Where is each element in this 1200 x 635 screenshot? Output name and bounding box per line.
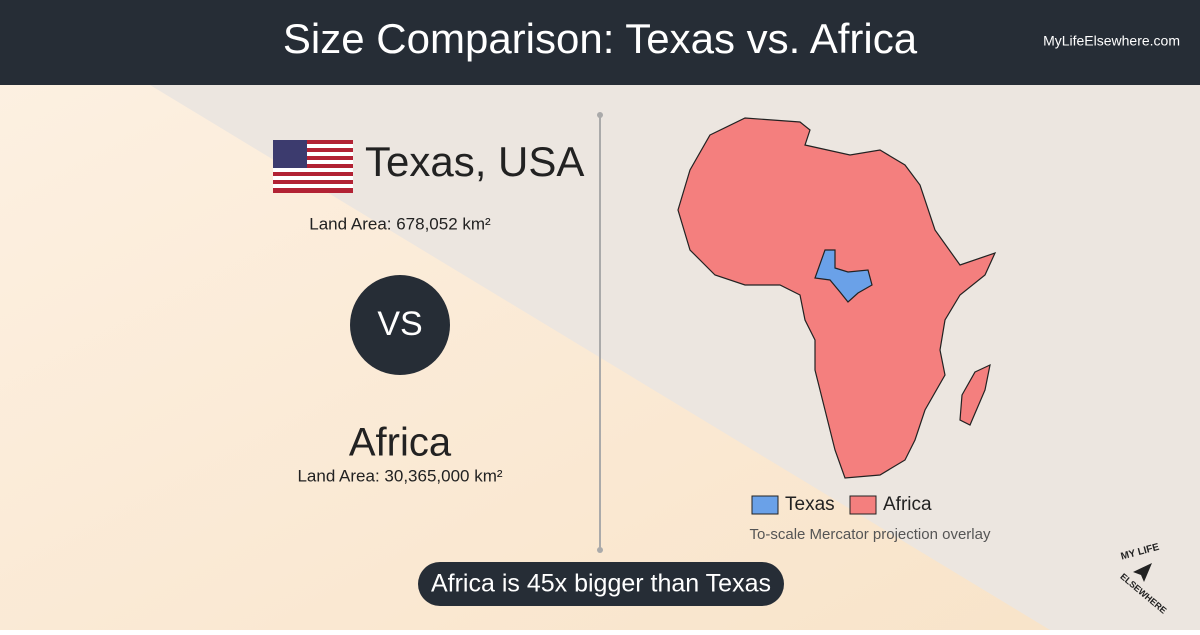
legend-label: Texas: [785, 494, 835, 515]
header-bar: [0, 0, 1200, 85]
legend-swatch: [751, 495, 779, 515]
divider-cap: [597, 547, 603, 553]
summary-text: Africa is 45x bigger than Texas: [431, 570, 771, 598]
diagonal-band: [150, 85, 1200, 630]
map-caption: To-scale Mercator projection overlay: [750, 526, 991, 543]
place2-name: Africa: [349, 421, 452, 465]
place1-area: Land Area: 678,052 km²: [309, 214, 491, 233]
divider-cap: [597, 112, 603, 118]
summary-pill: [418, 562, 784, 606]
place2-area: Land Area: 30,365,000 km²: [297, 466, 502, 485]
legend-label: Africa: [883, 494, 932, 515]
place1-name: Texas, USA: [365, 138, 584, 185]
logo-plane: [1133, 563, 1152, 582]
vs-badge: [350, 275, 450, 375]
vs-text: VS: [377, 305, 422, 343]
legend-swatch: [849, 495, 877, 515]
title: Size Comparison: Texas vs. Africa: [283, 15, 918, 62]
madagascar-shape: [959, 363, 991, 426]
texas-shape: [814, 249, 873, 303]
africa-shape: [677, 117, 997, 479]
site-name: MyLifeElsewhere.com: [1043, 33, 1180, 49]
us-flag: [273, 140, 353, 193]
